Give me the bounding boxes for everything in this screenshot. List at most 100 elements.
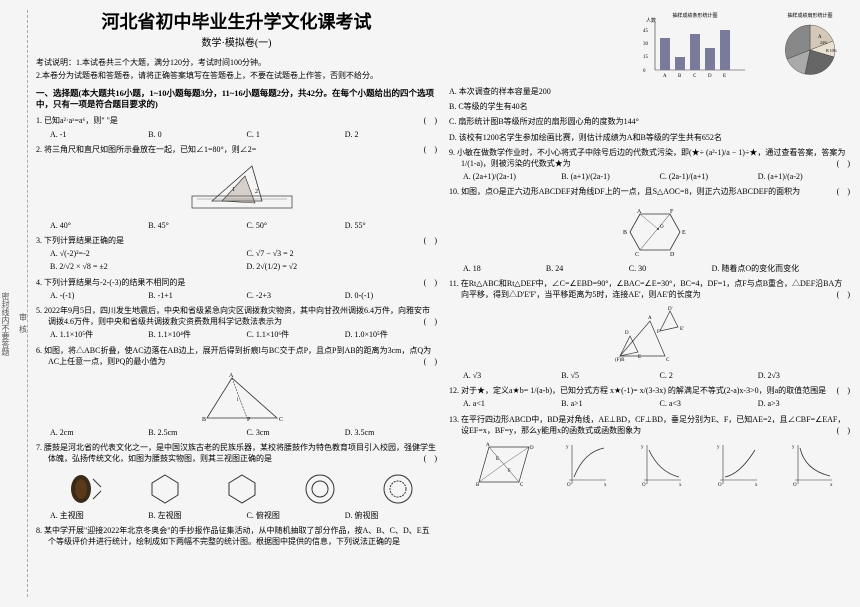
margin-label-1: 审核	[19, 312, 27, 334]
circles-dashed-view	[381, 471, 416, 506]
exam-subtitle: 数学·模拟卷(一)	[36, 37, 437, 51]
question-11: 11. 在Rt△ABC和Rt△DEF中，∠C=∠EBD=90°，∠BAC=∠E=…	[449, 278, 850, 300]
q7-options: A. 主视图 B. 左视图 C. 俯视图 D. 俯视图	[36, 510, 437, 521]
opt-b: B. 2.5cm	[148, 427, 240, 438]
opt-c: C. 30	[629, 263, 706, 274]
exam-page: 审核 密封线内不要答题 题号 总分 河北省初中毕业生升学文化课考试 数学·模拟卷…	[10, 10, 850, 597]
question-2: 2. 将三角尺和直尺如图所示叠放在一起，已知∠1=80°，则∠2=( )	[36, 144, 437, 155]
q10-options: A. 18 B. 24 C. 30 D. 随着点O的变化而变化	[449, 263, 850, 274]
svg-text:人数: 人数	[646, 17, 656, 24]
opt-d: D. 随着点O的变化而变化	[712, 263, 850, 274]
svg-text:F': F'	[657, 330, 661, 335]
hexagon-view	[225, 471, 260, 506]
q4-options: A. -(-1) B. -1+1 C. -2+3 D. 0-(-1)	[36, 290, 437, 301]
svg-text:1: 1	[232, 187, 235, 193]
instruction-1: 考试说明：1.本试卷共三个大题，满分120分，考试时间100分钟。	[36, 57, 437, 68]
svg-text:F: F	[670, 209, 674, 215]
svg-text:E: E	[723, 74, 726, 79]
question-6: 6. 如图，将△ABC折叠，使AC边落在AB边上，展开后得到折痕l与BC交于点P…	[36, 345, 437, 367]
drum-icon	[67, 471, 105, 506]
q3-options-1: A. √(-2)²=-2 C. √7 − √3 = 2	[36, 248, 437, 259]
q12-options: A. a<1 B. a>1 C. a<3 D. a>3	[449, 398, 850, 409]
answer-blank: ( )	[436, 144, 437, 155]
right-column: 抽样成绩条形统计图 人数 0 15 30 45 A B C D	[449, 10, 850, 597]
svg-text:15: 15	[643, 55, 649, 60]
opt-d: D. 2√(1/2) = √2	[247, 261, 339, 272]
svg-text:y: y	[792, 445, 795, 450]
opt-a: A. a<1	[463, 398, 555, 409]
opt-a: A. 主视图	[50, 510, 142, 521]
opt-a: A. √3	[463, 370, 555, 381]
svg-text:D: D	[625, 331, 629, 336]
svg-text:45: 45	[643, 29, 649, 34]
opt-b: B. 24	[546, 263, 623, 274]
svg-text:E: E	[682, 230, 686, 236]
answer-blank: ( )	[849, 289, 850, 300]
svg-text:D: D	[670, 252, 675, 258]
question-9: 9. 小敏在做数学作业时，不小心将式子中除号后边的代数式污染，即(★÷ (a²-…	[449, 147, 850, 169]
opt-c: C. 3cm	[247, 427, 339, 438]
opt-b: B. a>1	[561, 398, 653, 409]
hexagon-view	[148, 471, 183, 506]
svg-text:x: x	[679, 483, 682, 487]
opt-c: C. 2	[660, 370, 752, 381]
svg-text:B: B	[476, 483, 480, 487]
opt-c: C. √7 − √3 = 2	[247, 248, 339, 259]
graph-c: xy OC	[715, 442, 760, 487]
svg-text:O: O	[718, 483, 722, 487]
svg-text:C: C	[666, 358, 670, 363]
q7-figures	[36, 471, 437, 506]
svg-text:O: O	[660, 225, 664, 230]
opt-b: B. 0	[148, 129, 240, 140]
pie-chart: 抽样成绩扇形统计图 A 24% B 10%	[770, 10, 850, 80]
question-13: 13. 在平行四边形ABCD中，BD是对角线，AE⊥BD，CF⊥BD，垂足分别为…	[449, 414, 850, 436]
opt-c: C. 50°	[247, 220, 339, 231]
opt-b: B. (a+1)/(2a-1)	[561, 171, 653, 182]
q3-options-2: B. 2/√2 × √8 = ±2 D. 2√(1/2) = √2	[36, 261, 437, 272]
opt-b: B. 左视图	[148, 510, 240, 521]
svg-text:l: l	[237, 398, 239, 403]
opt-a: A. 18	[463, 263, 540, 274]
svg-text:C: C	[279, 417, 283, 423]
q2-figure: 1 2	[36, 161, 437, 216]
answer-blank: ( )	[436, 277, 437, 288]
answer-blank: ( )	[436, 316, 437, 327]
question-1: 1. 已知a²·aˣ=a⁶，则" "是( )	[36, 115, 437, 126]
svg-text:C: C	[693, 74, 697, 79]
svg-text:x: x	[830, 483, 833, 487]
opt-c: C. 俯视图	[247, 510, 339, 521]
opt-c: C. -2+3	[247, 290, 339, 301]
q11-figure: (F)B C A D E D' E' F'	[449, 306, 850, 366]
opt-a: A. 2cm	[50, 427, 142, 438]
q11-options: A. √3 B. √5 C. 2 D. 2√3	[449, 370, 850, 381]
q5-options: A. 1.1×10⁵件 B. 1.1×10⁴件 C. 1.1×10⁶件 D. 1…	[36, 329, 437, 340]
opt-b: B. √5	[561, 370, 653, 381]
left-column: 河北省初中毕业生升学文化课考试 数学·模拟卷(一) 考试说明：1.本试卷共三个大…	[36, 10, 437, 597]
opt-a: A. (2a+1)/(2a-1)	[463, 171, 555, 182]
question-10: 10. 如图，点O是正六边形ABCDEF对角线DF上的一点，且S△AOC=8，则…	[449, 186, 850, 197]
svg-text:30: 30	[643, 42, 649, 47]
opt-d: D. (a+1)/(a-2)	[758, 171, 850, 182]
q8-opt-c: C. 扇形统计图B等级所对应的扇形圆心角的度数为144°	[449, 116, 850, 127]
svg-text:C: C	[520, 483, 524, 487]
svg-text:y: y	[717, 445, 720, 450]
svg-text:24%: 24%	[820, 40, 828, 45]
q6-options: A. 2cm B. 2.5cm C. 3cm D. 3.5cm	[36, 427, 437, 438]
graph-b: xy OB	[639, 442, 684, 487]
q8-opt-a: A. 本次调查的样本容量是200	[449, 86, 850, 97]
q10-figure: AF ED CB O	[449, 204, 850, 259]
answer-blank: ( )	[849, 385, 850, 396]
triangle-fold-figure: A B C P l	[197, 373, 287, 423]
svg-text:y: y	[641, 445, 644, 450]
opt-d: D. 2√3	[758, 370, 850, 381]
answer-blank: ( )	[436, 453, 437, 464]
svg-text:(F)B: (F)B	[615, 358, 625, 363]
ruler-triangle-figure: 1 2	[187, 161, 297, 216]
question-4: 4. 下列计算结果与-2-(-3)的结果不相同的是( )	[36, 277, 437, 288]
answer-blank: ( )	[849, 186, 850, 197]
svg-text:E: E	[496, 457, 499, 462]
answer-blank: ( )	[436, 235, 437, 246]
question-5: 5. 2022年9月5日，四川发生地震后，中央和省级紧急向灾区调拨救灾物资，其中…	[36, 305, 437, 327]
answer-blank: ( )	[849, 158, 850, 169]
svg-text:x: x	[755, 483, 758, 487]
